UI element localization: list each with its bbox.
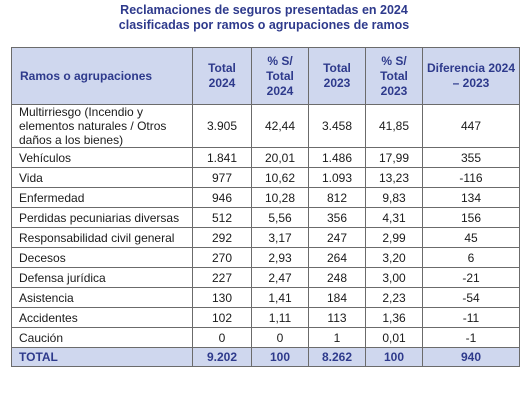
claims-table: Ramos o agrupaciones Total 2024 % S/ Tot… xyxy=(11,47,520,367)
cell-pct-2024: 1,11 xyxy=(251,307,309,328)
cell-total-2024: 977 xyxy=(192,167,252,188)
cell-total-2023: 1 xyxy=(308,327,366,348)
total-cell-ramo: TOTAL xyxy=(11,347,193,367)
cell-pct-2023: 9,83 xyxy=(365,187,423,208)
cell-total-2024: 3.905 xyxy=(192,104,252,148)
total-cell-pct-2023: 100 xyxy=(365,347,423,367)
cell-total-2024: 227 xyxy=(192,267,252,288)
cell-total-2024: 292 xyxy=(192,227,252,248)
cell-total-2023: 3.458 xyxy=(308,104,366,148)
total-cell-diferencia: 940 xyxy=(422,347,520,367)
cell-total-2023: 248 xyxy=(308,267,366,288)
cell-ramo: Decesos xyxy=(11,247,193,268)
cell-diferencia: -54 xyxy=(422,287,520,308)
cell-pct-2024: 2,47 xyxy=(251,267,309,288)
cell-diferencia: 45 xyxy=(422,227,520,248)
header-row: Ramos o agrupaciones Total 2024 % S/ Tot… xyxy=(11,47,520,105)
cell-pct-2024: 3,17 xyxy=(251,227,309,248)
total-cell-total-2024: 9.202 xyxy=(192,347,252,367)
header-total-2024: Total 2024 xyxy=(192,47,252,105)
cell-pct-2024: 5,56 xyxy=(251,207,309,228)
table-row: Responsabilidad civil general 292 3,17 247 2… xyxy=(11,227,520,248)
cell-total-2023: 184 xyxy=(308,287,366,308)
table-row: Enfermedad 946 10,28 812 9,83 134 xyxy=(11,187,520,208)
cell-ramo: Defensa jurídica xyxy=(11,267,193,288)
cell-total-2023: 1.093 xyxy=(308,167,366,188)
total-row: TOTAL 9.202 100 8.262 100 940 xyxy=(11,347,520,367)
cell-total-2024: 102 xyxy=(192,307,252,328)
cell-diferencia: -21 xyxy=(422,267,520,288)
title-line-2: clasificadas por ramos o agrupaciones de… xyxy=(118,18,410,32)
cell-pct-2024: 42,44 xyxy=(251,104,309,148)
cell-total-2023: 113 xyxy=(308,307,366,328)
header-total-2023: Total 2023 xyxy=(308,47,366,105)
cell-diferencia: -1 xyxy=(422,327,520,348)
cell-pct-2024: 10,62 xyxy=(251,167,309,188)
table-title: Reclamaciones de seguros presentadas en … xyxy=(0,3,528,33)
cell-pct-2023: 13,23 xyxy=(365,167,423,188)
cell-ramo: Vida xyxy=(11,167,193,188)
cell-ramo: Responsabilidad civil general xyxy=(11,227,193,248)
header-diferencia: Diferencia 2024 – 2023 xyxy=(422,47,520,105)
cell-pct-2023: 0,01 xyxy=(365,327,423,348)
cell-ramo: Vehículos xyxy=(11,147,193,168)
cell-diferencia: 6 xyxy=(422,247,520,268)
cell-pct-2023: 2,99 xyxy=(365,227,423,248)
cell-diferencia: 447 xyxy=(422,104,520,148)
cell-pct-2023: 3,00 xyxy=(365,267,423,288)
cell-pct-2024: 20,01 xyxy=(251,147,309,168)
title-line-1: Reclamaciones de seguros presentadas en … xyxy=(120,3,408,17)
cell-pct-2024: 0 xyxy=(251,327,309,348)
header-pct-2024: % S/ Total 2024 xyxy=(251,47,309,105)
total-cell-pct-2024: 100 xyxy=(251,347,309,367)
cell-pct-2023: 2,23 xyxy=(365,287,423,308)
cell-diferencia: 134 xyxy=(422,187,520,208)
cell-ramo: Caución xyxy=(11,327,193,348)
table-row: Defensa jurídica 227 2,47 248 3,00 -21 xyxy=(11,267,520,288)
table-row: Decesos 270 2,93 264 3,20 6 xyxy=(11,247,520,268)
cell-total-2024: 1.841 xyxy=(192,147,252,168)
cell-total-2024: 130 xyxy=(192,287,252,308)
cell-total-2023: 264 xyxy=(308,247,366,268)
cell-pct-2023: 3,20 xyxy=(365,247,423,268)
table-row: Multirriesgo (Incendio y elementos natur… xyxy=(11,104,520,148)
cell-total-2024: 270 xyxy=(192,247,252,268)
cell-ramo: Multirriesgo (Incendio y elementos natur… xyxy=(11,104,193,148)
total-cell-total-2023: 8.262 xyxy=(308,347,366,367)
cell-diferencia: -116 xyxy=(422,167,520,188)
cell-pct-2023: 17,99 xyxy=(365,147,423,168)
table-row: Vehículos 1.841 20,01 1.486 17,99 355 xyxy=(11,147,520,168)
cell-total-2024: 0 xyxy=(192,327,252,348)
cell-diferencia: 355 xyxy=(422,147,520,168)
cell-pct-2024: 2,93 xyxy=(251,247,309,268)
cell-ramo: Asistencia xyxy=(11,287,193,308)
cell-diferencia: -11 xyxy=(422,307,520,328)
cell-total-2023: 356 xyxy=(308,207,366,228)
table-row: Accidentes 102 1,11 113 1,36 -11 xyxy=(11,307,520,328)
cell-pct-2024: 10,28 xyxy=(251,187,309,208)
cell-pct-2023: 4,31 xyxy=(365,207,423,228)
cell-ramo: Enfermedad xyxy=(11,187,193,208)
table-row: Perdidas pecuniarias diversas 512 5,56 356 4… xyxy=(11,207,520,228)
table-row: Vida 977 10,62 1.093 13,23 -116 xyxy=(11,167,520,188)
cell-diferencia: 156 xyxy=(422,207,520,228)
cell-ramo: Accidentes xyxy=(11,307,193,328)
cell-pct-2023: 1,36 xyxy=(365,307,423,328)
cell-total-2024: 512 xyxy=(192,207,252,228)
table-row: Caución 0 0 1 0,01 -1 xyxy=(11,327,520,348)
cell-total-2024: 946 xyxy=(192,187,252,208)
table-row: Asistencia 130 1,41 184 2,23 -54 xyxy=(11,287,520,308)
cell-total-2023: 247 xyxy=(308,227,366,248)
cell-total-2023: 812 xyxy=(308,187,366,208)
cell-pct-2023: 41,85 xyxy=(365,104,423,148)
header-ramos: Ramos o agrupaciones xyxy=(11,47,193,105)
cell-ramo: Perdidas pecuniarias diversas xyxy=(11,207,193,228)
header-pct-2023: % S/ Total 2023 xyxy=(365,47,423,105)
cell-pct-2024: 1,41 xyxy=(251,287,309,308)
cell-total-2023: 1.486 xyxy=(308,147,366,168)
